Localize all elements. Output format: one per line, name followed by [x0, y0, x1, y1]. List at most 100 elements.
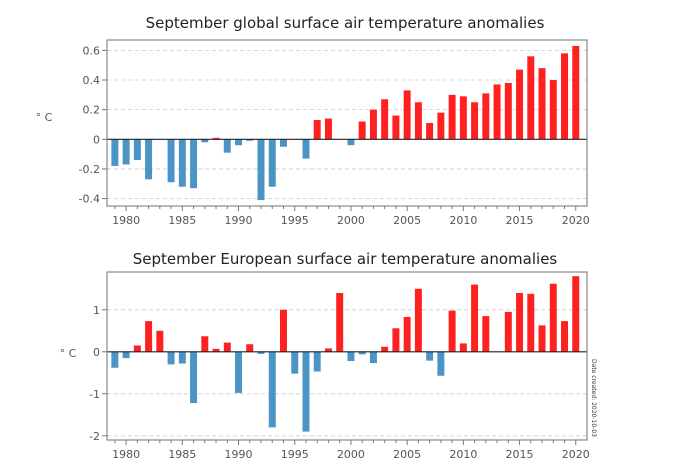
- bar-2001: [358, 121, 366, 140]
- bar-1987: [201, 336, 209, 352]
- bar-1994: [280, 139, 287, 147]
- date-created-note: Date created: 2020-10-03: [590, 359, 597, 437]
- bar-1979: [111, 139, 119, 166]
- bar-2018: [549, 80, 557, 140]
- bar-1982: [145, 139, 153, 180]
- bar-1989: [223, 139, 231, 153]
- bar-2006: [414, 288, 422, 352]
- bar-2015: [516, 293, 524, 352]
- bar-2015: [516, 69, 524, 140]
- bar-2010: [459, 96, 467, 140]
- bar-2019: [561, 53, 569, 140]
- bar-1987: [201, 139, 209, 143]
- x-tick-label: 1995: [281, 448, 309, 461]
- x-tick-label: 2020: [562, 214, 590, 227]
- bar-1989: [223, 342, 231, 352]
- bar-2007: [426, 123, 434, 140]
- bar-2004: [392, 115, 400, 140]
- bar-1986: [190, 139, 198, 189]
- bar-1997: [313, 120, 321, 140]
- bar-1992: [257, 139, 265, 201]
- bar-2003: [381, 99, 389, 140]
- bar-2005: [403, 90, 411, 140]
- y-axis-label: ° C: [36, 111, 53, 124]
- x-tick-label: 2000: [337, 214, 365, 227]
- y-tick-label: 0.2: [83, 104, 101, 117]
- bar-1981: [133, 139, 141, 161]
- plot-frame: [106, 271, 588, 441]
- y-tick-label: 1: [93, 304, 100, 317]
- bar-1986: [190, 351, 198, 404]
- y-tick-label: -0.2: [79, 163, 100, 176]
- chart-title: September global surface air temperature…: [146, 14, 545, 32]
- bar-2008: [437, 112, 445, 140]
- bar-2007: [426, 351, 434, 361]
- x-tick-label: 2005: [393, 214, 421, 227]
- x-tick-label: 2020: [562, 448, 590, 461]
- bar-2009: [448, 310, 456, 352]
- x-tick-label: 1990: [225, 448, 253, 461]
- bar-2000: [347, 351, 355, 362]
- bar-2005: [403, 316, 411, 352]
- bar-2018: [549, 283, 557, 352]
- bar-1990: [235, 351, 243, 393]
- bar-1993: [268, 139, 276, 187]
- bar-1980: [122, 139, 130, 165]
- x-tick-label: 2000: [337, 448, 365, 461]
- bar-2017: [538, 325, 546, 352]
- bar-2014: [504, 311, 512, 352]
- bar-1988: [212, 348, 220, 352]
- y-tick-label: -2: [89, 430, 100, 443]
- bar-1991: [246, 139, 254, 141]
- chart-title: September European surface air temperatu…: [133, 250, 558, 268]
- bar-2020: [572, 276, 580, 352]
- x-tick-label: 2015: [506, 214, 534, 227]
- bar-2000: [347, 139, 355, 146]
- bar-2010: [459, 343, 467, 352]
- bar-2001: [358, 351, 366, 355]
- bar-2019: [561, 321, 569, 352]
- bar-1984: [167, 139, 175, 183]
- y-tick-label: 0: [93, 346, 100, 359]
- bar-2002: [369, 351, 377, 364]
- bar-2004: [392, 328, 400, 352]
- bar-1983: [156, 330, 164, 352]
- bar-2012: [482, 93, 490, 140]
- bar-2012: [482, 316, 490, 352]
- bar-2011: [471, 284, 479, 352]
- bar-1993: [268, 351, 276, 428]
- bar-2013: [493, 84, 501, 140]
- bar-2017: [538, 68, 546, 140]
- y-tick-label: -0.4: [79, 193, 100, 206]
- bar-1998: [324, 348, 332, 352]
- bar-1996: [302, 351, 310, 432]
- x-tick-label: 1980: [112, 214, 140, 227]
- bar-1992: [257, 351, 265, 354]
- bar-1982: [145, 321, 153, 352]
- x-tick-label: 1985: [168, 214, 196, 227]
- x-tick-label: 2005: [393, 448, 421, 461]
- bar-1994: [280, 309, 287, 352]
- bar-1990: [235, 139, 243, 146]
- bar-1985: [178, 351, 186, 364]
- y-tick-label: -1: [89, 388, 100, 401]
- bar-1998: [324, 118, 332, 140]
- x-tick-label: 2015: [506, 448, 534, 461]
- bar-2011: [471, 102, 479, 140]
- bar-2016: [527, 293, 535, 352]
- y-axis-label: ° C: [60, 347, 77, 360]
- bar-1984: [167, 351, 175, 365]
- y-tick-label: 0: [93, 133, 100, 146]
- bar-1980: [122, 351, 130, 359]
- x-tick-label: 2010: [449, 214, 477, 227]
- bar-1997: [313, 351, 321, 372]
- bar-1988: [212, 137, 220, 140]
- x-tick-label: 1995: [281, 214, 309, 227]
- bar-2020: [572, 45, 580, 140]
- bar-1999: [336, 293, 344, 352]
- bar-1979: [111, 351, 119, 368]
- bar-2009: [448, 94, 456, 140]
- bar-2016: [527, 56, 535, 140]
- bar-1985: [178, 139, 186, 187]
